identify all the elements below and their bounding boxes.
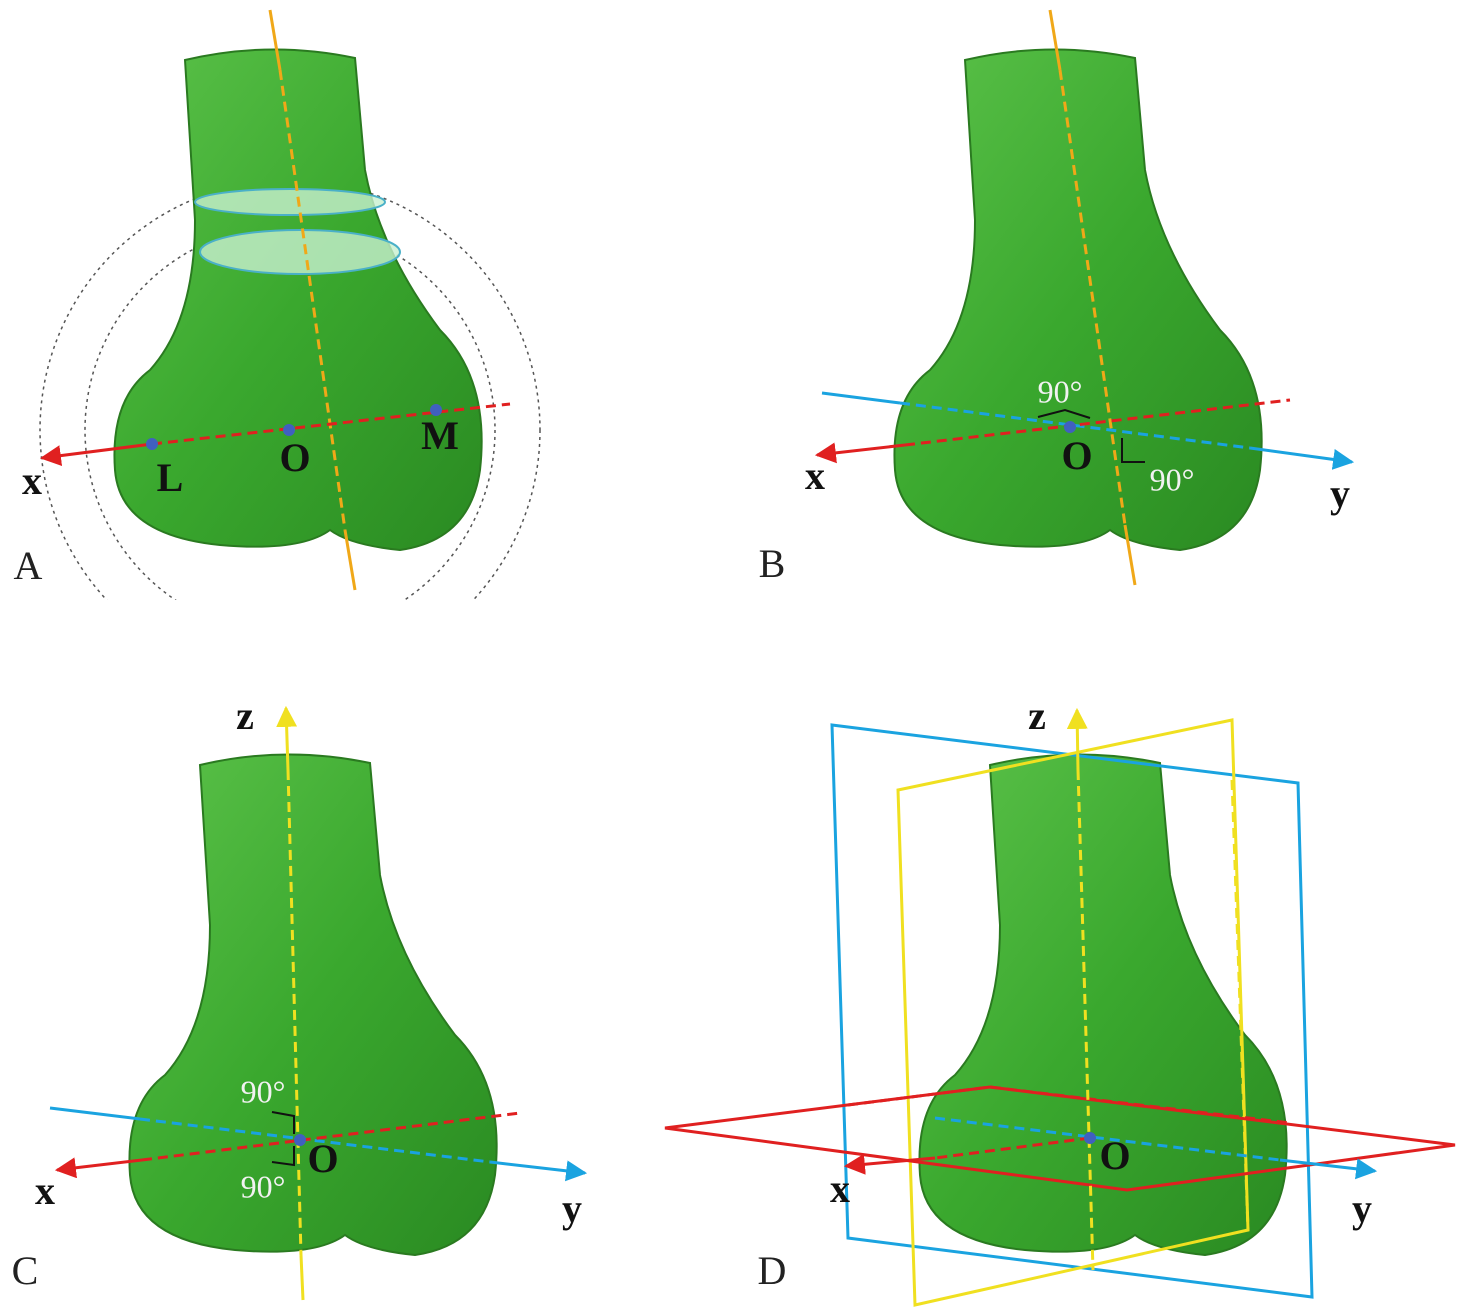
- panel-d: z x O y D: [665, 693, 1455, 1305]
- panel-c: z 90° x O 90° y C: [12, 693, 585, 1300]
- axis-label: x: [805, 453, 825, 498]
- axis-label: x: [830, 1166, 850, 1211]
- axis-label: y: [1330, 471, 1350, 516]
- angle-label: 90°: [241, 1073, 286, 1109]
- axis-label: x: [35, 1168, 55, 1213]
- axis-label: y: [1352, 1186, 1372, 1231]
- axis-label: z: [236, 693, 254, 738]
- angle-label: 90°: [1150, 461, 1195, 497]
- panel-label: A: [14, 543, 43, 588]
- angle-label: 90°: [241, 1168, 286, 1204]
- axis-label: y: [562, 1186, 582, 1231]
- point-label: O: [279, 435, 310, 480]
- axis-label: x: [22, 458, 42, 503]
- point-label: O: [307, 1136, 338, 1181]
- panel-label: D: [758, 1248, 787, 1293]
- panel-a: x L O M A: [14, 10, 540, 680]
- panel-label: C: [12, 1248, 39, 1293]
- point-label: M: [421, 413, 459, 458]
- panel-b: 90° x O 90° y B: [759, 10, 1352, 586]
- angle-label: 90°: [1038, 373, 1083, 409]
- point-label: O: [1061, 433, 1092, 478]
- point-label: O: [1099, 1133, 1130, 1178]
- point-label: L: [157, 455, 184, 500]
- axis-label: z: [1028, 693, 1046, 738]
- panel-label: B: [759, 541, 786, 586]
- figure: x L O M A 90° x O 90° y B: [0, 0, 1465, 1308]
